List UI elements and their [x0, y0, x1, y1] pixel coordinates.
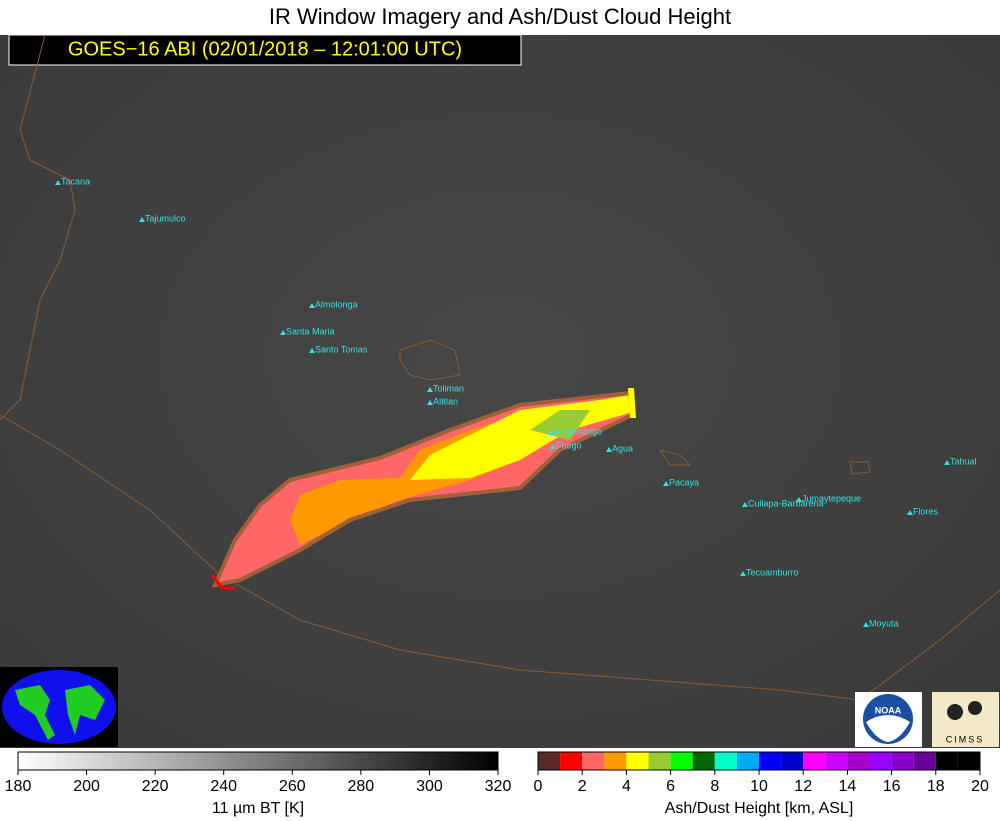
tick-label: 280: [348, 778, 375, 795]
tick-label: 10: [750, 778, 768, 795]
tick-label: 20: [971, 778, 989, 795]
colorbar-segment: [582, 752, 605, 770]
tick-label: 240: [210, 778, 237, 795]
colorbar-segment: [692, 752, 715, 770]
tick-label: 2: [578, 778, 587, 795]
volcano-marker: [280, 330, 286, 335]
tick-label: 6: [666, 778, 675, 795]
volcano-label: Tahual: [950, 456, 977, 466]
volcano-label: Fuego: [556, 440, 582, 450]
colorbar-segment: [604, 752, 627, 770]
colorbar-label: 11 µm BT [K]: [212, 800, 304, 817]
tick-label: 200: [73, 778, 100, 795]
volcano-label: Atitlan: [433, 396, 458, 406]
volcano-marker: [309, 348, 315, 353]
tick-label: 14: [839, 778, 857, 795]
volcano-marker: [742, 502, 748, 507]
ir-image: [0, 35, 1000, 748]
colorbar-segment: [935, 752, 958, 770]
colorbar: [17, 751, 499, 771]
colorbar-segment: [957, 752, 980, 770]
colorbar-segment: [736, 752, 759, 770]
volcano-marker: [907, 510, 913, 515]
colorbar-segment: [891, 752, 914, 770]
colorbar-segment: [626, 752, 649, 770]
volcano-label: Tecuamburro: [746, 567, 799, 577]
volcano-marker: [863, 622, 869, 627]
volcano-label: Jumaytepeque: [802, 493, 861, 503]
volcano-marker: [548, 430, 554, 435]
volcano-label: Acatenango: [554, 426, 602, 436]
title: IR Window Imagery and Ash/Dust Cloud Hei…: [269, 4, 731, 29]
volcano-marker: [606, 447, 612, 452]
volcano-marker: [740, 571, 746, 576]
volcano-marker: [550, 444, 556, 449]
noaa-text: NOAA: [875, 705, 902, 715]
volcano-label: Tacana: [61, 176, 90, 186]
volcano-label: Santo Tomas: [315, 344, 368, 354]
colorbar-segment: [847, 752, 870, 770]
tick-label: 260: [279, 778, 306, 795]
volcano-label: Pacaya: [669, 477, 699, 487]
volcano-label: Moyuta: [869, 618, 899, 628]
tick-label: 4: [622, 778, 631, 795]
volcano-markers: Tacana Tajumulco Almolonga Santa Maria Santo…: [55, 176, 977, 628]
colorbar-segment: [648, 752, 671, 770]
colorbar-segment: [781, 752, 804, 770]
volcano-marker: [944, 460, 950, 465]
subtitle-box: [8, 34, 522, 66]
volcano-label: Santa Maria: [286, 326, 335, 336]
volcano-marker: [139, 217, 145, 222]
colorbar-segment: [913, 752, 936, 770]
borders: [0, 34, 1000, 701]
cimss-logo: CIMSS: [932, 692, 999, 747]
volcano-label: Flores: [913, 506, 939, 516]
colorbar-segment: [869, 752, 892, 770]
noaa-logo: NOAA: [855, 692, 922, 747]
volcano-label: Almolonga: [315, 299, 358, 309]
volcano-label: Agua: [612, 443, 633, 453]
volcano-label: Tajumulco: [145, 213, 186, 223]
volcano-marker: [796, 497, 802, 502]
tick-label: 180: [5, 778, 32, 795]
volcano-label: Cuilapa-Barbarena: [748, 498, 824, 508]
tick-label: 320: [485, 778, 512, 795]
volcano-marker: [309, 303, 315, 308]
ash-plume: [210, 388, 636, 590]
tick-label: 12: [794, 778, 812, 795]
volcano-marker: [427, 387, 433, 392]
volcano-marker: [663, 481, 669, 486]
volcano-marker: [55, 180, 61, 185]
colorbar-segment: [759, 752, 782, 770]
colorbar-segment: [803, 752, 826, 770]
tick-label: 16: [883, 778, 901, 795]
colorbar-segment: [560, 752, 583, 770]
tick-label: 220: [142, 778, 169, 795]
volcano-marker: [427, 400, 433, 405]
colorbars: 180 200 220 240 260 280 300 320 11 µm BT [K] 0 2 4 6…: [5, 751, 989, 817]
colorbar-segment: [825, 752, 848, 770]
colorbar-label: Ash/Dust Height [km, ASL]: [665, 800, 854, 817]
colorbar-segment: [670, 752, 693, 770]
colorbar-segment: [714, 752, 737, 770]
globe-inset: [0, 667, 118, 747]
cimss-text: CIMSS: [946, 734, 985, 744]
tick-label: 300: [416, 778, 443, 795]
tick-label: 8: [710, 778, 719, 795]
volcano-label: Toliman: [433, 383, 464, 393]
tick-label: 0: [534, 778, 543, 795]
tick-label: 18: [927, 778, 945, 795]
colorbar-segment: [538, 752, 561, 770]
subtitle: GOES−16 ABI (02/01/2018 – 12:01:00 UTC): [68, 38, 462, 60]
